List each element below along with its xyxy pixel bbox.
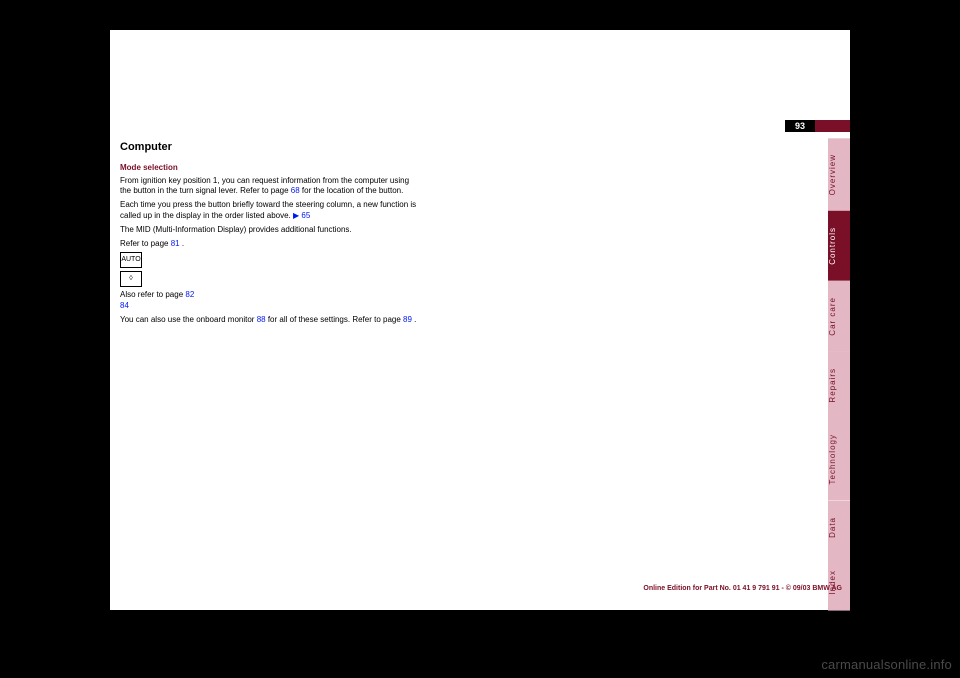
paragraph: You can also use the onboard monitor 88 … [120,315,420,326]
watermark: carmanualsonline.info [821,657,952,672]
page-content: Computer Mode selection From ignition ke… [120,140,420,329]
paragraph: Also refer to page 82 84 [120,290,420,312]
page-link[interactable]: 88 [257,315,266,324]
paragraph: AUTO [120,252,420,268]
control-icon: ◊ [120,271,142,287]
tab-data[interactable]: Data [828,501,850,554]
paragraph: The MID (Multi-Information Display) prov… [120,225,420,236]
text: . [182,239,184,248]
page-link[interactable]: 89 [403,315,412,324]
manual-page: 93 Overview Controls Car care Repairs Te… [110,30,850,610]
text: Also refer to page [120,290,183,299]
text: You can also use the onboard monitor [120,315,257,324]
tab-carcare[interactable]: Car care [828,281,850,352]
tab-repairs[interactable]: Repairs [828,352,850,419]
page-number: 93 [785,120,815,132]
page-link[interactable]: 68 [291,186,300,195]
auto-button-icon: AUTO [120,252,142,268]
text: Refer to page [120,239,171,248]
tab-index[interactable]: Index [828,554,850,611]
page-link[interactable]: 65 [301,211,310,220]
paragraph: Refer to page 81 . [120,239,420,250]
text: for all of these settings. Refer to page [268,315,403,324]
paragraph: ◊ [120,271,420,287]
page-title: Computer [120,140,420,155]
tab-controls[interactable]: Controls [828,211,850,281]
page-link[interactable]: 81 [171,239,180,248]
page-link[interactable]: 82 [185,290,194,299]
paragraph: Each time you press the button briefly t… [120,200,420,222]
text: . [414,315,416,324]
section-heading: Mode selection [120,163,420,174]
triangle-icon: ▶ [293,211,299,220]
page-link[interactable]: 84 [120,301,129,310]
tab-overview[interactable]: Overview [828,138,850,211]
text: for the location of the button. [302,186,403,195]
section-tabs: Overview Controls Car care Repairs Techn… [828,138,850,610]
footer-copyright: Online Edition for Part No. 01 41 9 791 … [643,585,842,592]
text: Each time you press the button briefly t… [120,200,416,220]
paragraph: From ignition key position 1, you can re… [120,176,420,198]
tab-technology[interactable]: Technology [828,418,850,500]
